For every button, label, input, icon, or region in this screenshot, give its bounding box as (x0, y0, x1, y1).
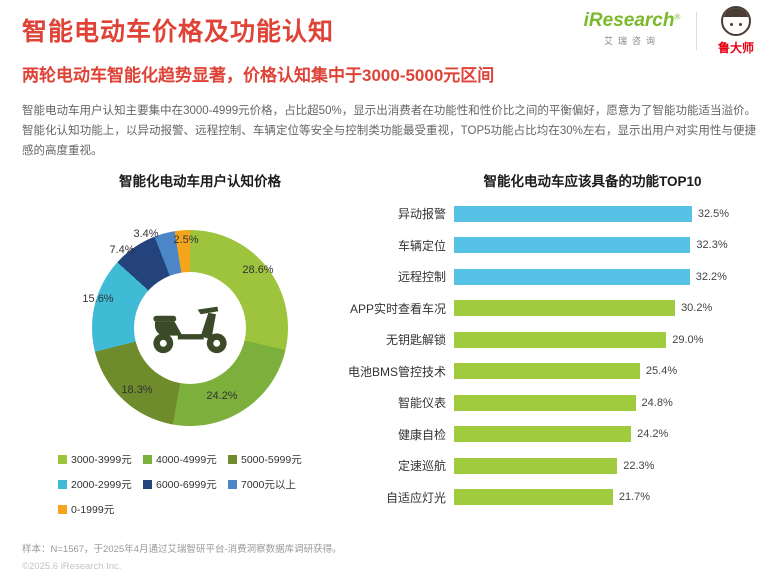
bar-chart: 异动报警 32.5% 车辆定位 32.3% 远程控制 32.2% APP实时查看车况 30.2… (348, 198, 762, 513)
logo-divider (696, 12, 697, 50)
pie-value-label: 28.6% (242, 264, 274, 276)
iresearch-logo: iResearch® 艾瑞咨询 (580, 10, 684, 47)
bar-category-label: 远程控制 (397, 270, 446, 285)
registered-mark-icon: ® (674, 12, 681, 22)
legend-swatch (143, 480, 152, 489)
legend-item: 6000-6999元 (143, 477, 228, 492)
bar-value-label: 24.2% (637, 428, 669, 441)
legend-item: 7000元以上 (228, 477, 340, 492)
pie-value-label: 3.4% (133, 228, 159, 240)
legend-item: 4000-4999元 (143, 452, 228, 467)
bar-category-label: 无钥匙解锁 (385, 333, 446, 348)
bar-row: 异动报警 32.5% (348, 198, 762, 230)
bar-category-label: APP实时查看车况 (349, 301, 446, 316)
bar (454, 268, 690, 285)
legend-item: 0-1999元 (58, 502, 143, 517)
copyright-line: ©2025.6 iResearch Inc. (22, 561, 122, 569)
bar-value-label: 32.2% (695, 270, 727, 283)
bar-category-label: 车辆定位 (397, 238, 446, 253)
page-title: 智能电动车价格及功能认知 (22, 18, 335, 46)
legend-label: 2000-2999元 (71, 479, 132, 491)
ludashi-mascot-icon (721, 6, 751, 36)
legend-label: 3000-3999元 (71, 454, 132, 466)
bar-category-label: 自适应灯光 (385, 490, 446, 505)
donut-hole (134, 272, 246, 384)
bar-row: 自适应灯光 21.7% (348, 482, 762, 514)
bar-value-label: 22.3% (623, 459, 655, 472)
legend-swatch (58, 505, 67, 514)
bar-value-label: 30.2% (681, 302, 713, 315)
legend-label: 5000-5999元 (241, 454, 302, 466)
legend-item: 5000-5999元 (228, 452, 340, 467)
ludashi-logo-text: 鲁大师 (717, 41, 754, 55)
bar-value-label: 24.8% (641, 396, 673, 409)
pie-value-label: 18.3% (121, 384, 153, 396)
bar-row: 无钥匙解锁 29.0% (348, 324, 762, 356)
legend-label: 0-1999元 (71, 504, 115, 516)
bar-chart-title: 智能化电动车应该具备的功能TOP10 (483, 174, 702, 189)
legend-swatch (58, 455, 67, 464)
bar (454, 426, 632, 443)
scooter-icon (153, 306, 227, 354)
pie-value-label: 7.4% (109, 244, 135, 256)
pie-legend: 3000-3999元 4000-4999元 5000-5999元 2000-2999元… (58, 452, 363, 517)
sample-footnote: 样本：N=1567，于2025年4月通过艾瑞智研平台-消费洞察数据库调研获得。 (22, 544, 342, 555)
bar-category-label: 定速巡航 (397, 459, 446, 474)
page-subtitle: 两轮电动车智能化趋势显著，价格认知集中于3000-5000元区间 (22, 66, 495, 85)
bar-value-label: 21.7% (618, 491, 651, 504)
bar-row: APP实时查看车况 30.2% (348, 293, 762, 325)
legend-label: 4000-4999元 (156, 454, 217, 466)
bar-row: 远程控制 32.2% (348, 261, 762, 293)
bar (454, 363, 640, 380)
pie-value-label: 15.6% (82, 293, 114, 305)
bar-category-label: 电池BMS管控技术 (348, 364, 447, 379)
bar-category-label: 健康自检 (397, 427, 446, 442)
bar-category-label: 智能仪表 (397, 396, 446, 411)
bar-value-label: 29.0% (672, 333, 704, 346)
bar-value-label: 32.5% (697, 207, 730, 220)
bar-value-label: 32.3% (696, 239, 728, 252)
bar-row: 智能仪表 24.8% (348, 387, 762, 419)
mascot-hair (723, 8, 749, 17)
legend-swatch (58, 480, 67, 489)
bar-row: 电池BMS管控技术 25.4% (348, 356, 762, 388)
pie-value-label: 2.5% (173, 234, 199, 246)
bar (454, 457, 618, 474)
bar-value-label: 25.4% (645, 365, 678, 378)
bar-row: 健康自检 24.2% (348, 419, 762, 451)
bar-category-label: 异动报警 (397, 207, 446, 222)
ludashi-logo: 鲁大师 (708, 6, 764, 56)
bar (454, 237, 691, 254)
bar (454, 300, 676, 317)
bar (454, 205, 692, 222)
mascot-eye (730, 23, 733, 26)
legend-swatch (143, 455, 152, 464)
legend-item: 3000-3999元 (58, 452, 143, 467)
bar-row: 定速巡航 22.3% (348, 450, 762, 482)
legend-label: 7000元以上 (241, 479, 296, 491)
bar-row: 车辆定位 32.3% (348, 230, 762, 262)
mascot-eye (739, 23, 742, 26)
legend-swatch (228, 455, 237, 464)
bar (454, 394, 636, 411)
bar (454, 489, 613, 506)
donut-wrap: 28.6% 24.2% 18.3% 15.6% 7.4% 3.4% 2.5% (82, 228, 288, 426)
intro-paragraph: 智能电动车用户认知主要集中在3000-4999元价格，占比超50%，显示出消费者… (22, 105, 756, 157)
pie-chart-title: 智能化电动车用户认知价格 (119, 174, 281, 189)
bar (454, 331, 667, 348)
iresearch-cn-label: 艾瑞咨询 (603, 36, 660, 46)
legend-swatch (228, 480, 237, 489)
iresearch-logo-text: iResearch (583, 10, 675, 31)
pie-value-label: 24.2% (206, 390, 238, 402)
legend-label: 6000-6999元 (156, 479, 217, 491)
legend-item: 2000-2999元 (58, 477, 143, 492)
